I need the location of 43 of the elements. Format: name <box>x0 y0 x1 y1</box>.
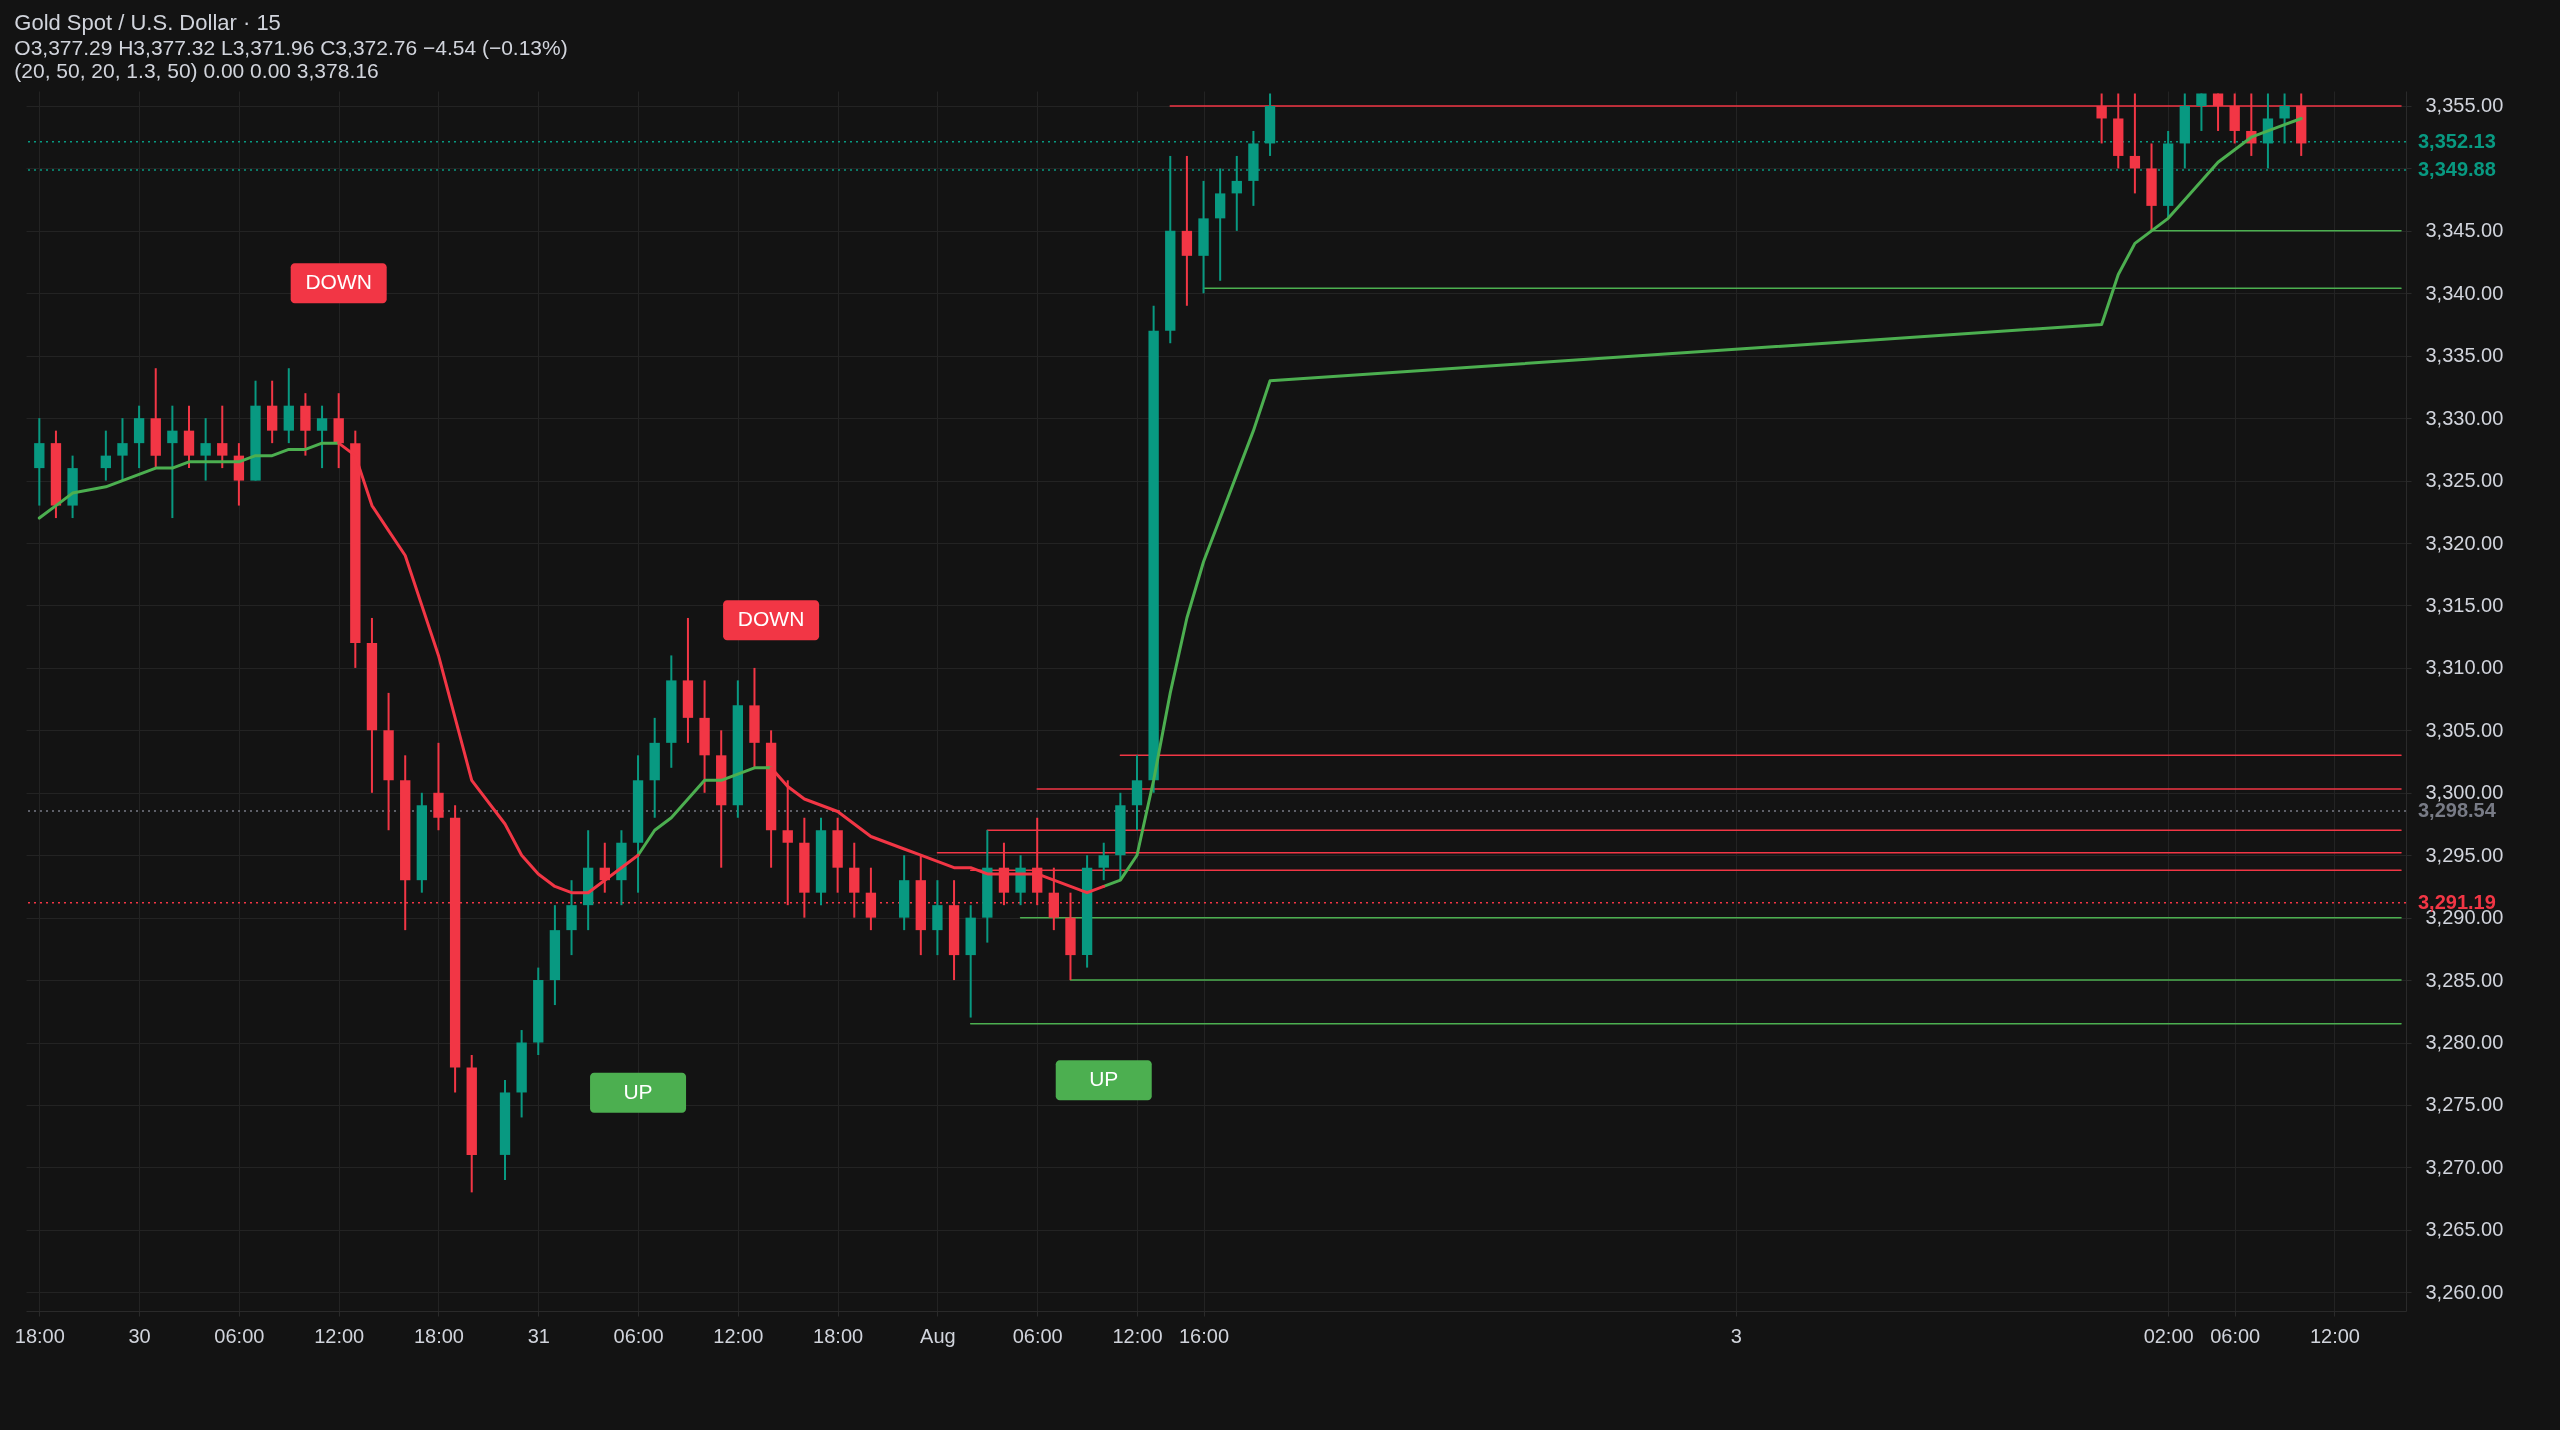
y-tick-label: 3,355.00 <box>2425 94 2504 117</box>
y-tick-label: 3,330.00 <box>2425 406 2504 429</box>
y-tick-label: 3,295.00 <box>2425 843 2504 866</box>
annotation: UP <box>623 1079 653 1103</box>
x-tick-label: 18:00 <box>413 1324 464 1347</box>
x-tick-label: 06:00 <box>2210 1324 2261 1347</box>
y-tick-label: 3,335.00 <box>2425 344 2504 367</box>
x-tick-label: 12:00 <box>713 1324 764 1347</box>
x-tick-label: 30 <box>128 1324 151 1347</box>
y-tick-label: 3,305.00 <box>2425 718 2504 741</box>
ref-line-label: 3,349.88 <box>2418 157 2496 180</box>
annotation: DOWN <box>737 607 805 631</box>
y-tick-label: 3,280.00 <box>2425 1031 2504 1054</box>
y-tick-label: 3,315.00 <box>2425 593 2504 616</box>
y-tick-label: 3,270.00 <box>2425 1155 2504 1178</box>
x-tick-label: 3 <box>1730 1324 1742 1347</box>
x-tick-label: 12:00 <box>1112 1324 1163 1347</box>
y-tick-label: 3,345.00 <box>2425 219 2504 242</box>
x-tick-label: 06:00 <box>1012 1324 1063 1347</box>
y-tick-label: 3,320.00 <box>2425 531 2504 554</box>
x-tick-label: 18:00 <box>14 1324 65 1347</box>
y-tick-label: 3,260.00 <box>2425 1280 2504 1303</box>
annotation: DOWN <box>305 270 372 294</box>
x-tick-label: 02:00 <box>2143 1324 2194 1347</box>
y-tick-label: 3,285.00 <box>2425 968 2504 991</box>
x-tick-label: 31 <box>527 1324 550 1347</box>
annotation: UP <box>1089 1067 1119 1091</box>
y-tick-label: 3,275.00 <box>2425 1093 2504 1116</box>
y-tick-label: 3,265.00 <box>2425 1218 2504 1241</box>
x-tick-label: 06:00 <box>613 1324 664 1347</box>
x-tick-label: 16:00 <box>1179 1324 1230 1347</box>
x-tick-label: 12:00 <box>2309 1324 2360 1347</box>
ref-line-label: 3,352.13 <box>2418 129 2496 152</box>
y-tick-label: 3,340.00 <box>2425 281 2504 304</box>
y-tick-label: 3,325.00 <box>2425 469 2504 492</box>
x-tick-label: 06:00 <box>214 1324 265 1347</box>
x-tick-label: Aug <box>920 1324 956 1347</box>
y-tick-label: 3,310.00 <box>2425 656 2504 679</box>
text: (20, 50, 20, 1.3, 50) 0.00 0.00 3,378.16 <box>14 59 379 82</box>
chart-subtitle: O3,377.29 H3,377.32 L3,371.96 C3,372.76 −4.54 (−0.13%) <box>14 36 568 59</box>
x-tick-label: 18:00 <box>813 1324 864 1347</box>
chart-title: Gold Spot / U.S. Dollar · 15 <box>14 10 281 35</box>
x-tick-label: 12:00 <box>314 1324 365 1347</box>
